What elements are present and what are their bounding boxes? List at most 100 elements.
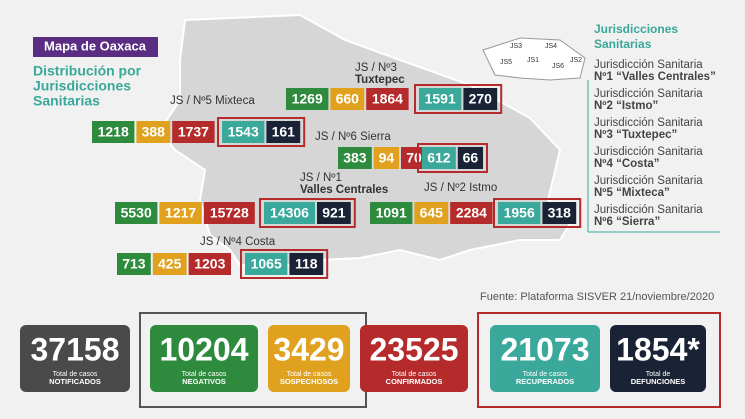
value-text: 15728	[210, 205, 249, 221]
total-box	[150, 325, 258, 392]
value-cell	[172, 121, 215, 143]
legend-item: Jurisdicción Sanitaria	[594, 204, 703, 216]
value-cell	[370, 202, 413, 224]
legend-item: Nº1 “Valles Centrales”	[594, 71, 716, 83]
value-cell	[317, 202, 351, 224]
value-cell	[266, 121, 301, 143]
value-cell	[330, 88, 365, 110]
legend-item: Jurisdicción Sanitaria	[594, 59, 703, 71]
value-text: 1218	[98, 124, 129, 140]
total-label: SOSPECHOSOS	[280, 377, 338, 386]
inset-label: JS4	[545, 43, 557, 50]
total-caption: Total de casos	[287, 371, 332, 378]
value-text: 1217	[165, 205, 196, 221]
legend-item: Jurisdicción Sanitaria	[594, 146, 703, 158]
value-cell	[245, 253, 288, 275]
legend-item: Nº3 “Tuxtepec”	[594, 129, 677, 141]
value-text: 2284	[456, 205, 487, 221]
value-text: 1737	[178, 124, 209, 140]
legend-item: Nº5 “Mixteca”	[594, 187, 670, 199]
subtitle: Sanitarias	[33, 93, 100, 109]
value-cell	[203, 202, 255, 224]
value-cell	[136, 121, 171, 143]
region-label: JS / Nº2 Istmo	[424, 182, 497, 194]
total-caption: Total de casos	[523, 371, 568, 378]
value-text: 1269	[292, 91, 323, 107]
region-label: Tuxtepec	[355, 74, 405, 86]
value-cell	[159, 202, 202, 224]
value-cell	[338, 147, 372, 169]
value-cell	[115, 202, 158, 224]
total-box	[360, 325, 468, 392]
value-text: 713	[122, 256, 146, 272]
value-text: 1091	[376, 205, 407, 221]
value-text: 388	[142, 124, 166, 140]
total-caption: Total de casos	[392, 371, 437, 378]
legend-item: Jurisdicción Sanitaria	[594, 175, 703, 187]
region-label: JS / Nº1	[300, 172, 342, 184]
value-cell	[498, 202, 541, 224]
value-cell	[373, 147, 399, 169]
value-text: 161	[272, 124, 296, 140]
total-value: 23525	[370, 331, 459, 367]
highlight-frame	[240, 249, 329, 279]
value-text: 383	[343, 150, 367, 166]
inset-label: JS6	[552, 63, 564, 70]
total-label: NEGATIVOS	[182, 377, 226, 386]
total-value: 21073	[501, 331, 590, 367]
highlight-frame	[414, 84, 503, 114]
total-label: CONFIRMADOS	[386, 377, 443, 386]
legend-title: Sanitarias	[594, 37, 652, 51]
value-text: 921	[322, 205, 346, 221]
total-value: 3429	[273, 331, 344, 367]
total-caption: Total de casos	[53, 371, 98, 378]
value-cell	[414, 202, 449, 224]
value-text: 1203	[194, 256, 225, 272]
value-cell	[422, 147, 456, 169]
subtitle: Distribución por	[33, 63, 142, 79]
inset-label: JS1	[527, 57, 539, 64]
value-text: 66	[463, 150, 479, 166]
legend-item: Jurisdicción Sanitaria	[594, 117, 703, 129]
value-text: 270	[469, 91, 493, 107]
region-label: JS / Nº6 Sierra	[315, 131, 391, 143]
value-text: 5530	[121, 205, 152, 221]
region-label: JS / Nº3	[355, 62, 397, 74]
total-value: 1854*	[616, 331, 700, 367]
total-value: 10204	[160, 331, 249, 367]
total-label: DEFUNCIONES	[631, 377, 686, 386]
subtitle: Jurisdicciones	[33, 78, 131, 94]
source: Fuente: Plataforma SISVER 21/noviembre/2…	[480, 291, 714, 303]
title: Mapa de Oaxaca	[44, 38, 147, 53]
total-box	[268, 325, 350, 392]
value-cell	[289, 253, 324, 275]
inset-label: JS5	[500, 59, 512, 66]
value-cell	[450, 202, 493, 224]
total-value: 37158	[31, 331, 120, 367]
value-text: 425	[158, 256, 182, 272]
value-text: 118	[295, 256, 318, 272]
highlight-frame	[417, 143, 488, 173]
highlight-frame	[493, 198, 582, 228]
inset-map	[482, 37, 586, 81]
total-box	[490, 325, 600, 392]
value-cell	[92, 121, 135, 143]
group-frame	[477, 312, 721, 408]
value-text: 1956	[504, 205, 535, 221]
total-caption: Total de	[646, 371, 671, 378]
value-cell	[152, 253, 187, 275]
total-label: NOTIFICADOS	[49, 377, 101, 386]
legend-item: Nº2 “Istmo”	[594, 100, 658, 112]
value-text: 660	[336, 91, 360, 107]
value-cell	[117, 253, 151, 275]
inset-label: JS2	[570, 57, 582, 64]
inset-shape	[482, 37, 586, 81]
value-cell	[286, 88, 329, 110]
total-box	[20, 325, 130, 392]
legend-item: Nº4 “Costa”	[594, 158, 660, 170]
value-text: 612	[427, 150, 451, 166]
value-cell	[366, 88, 409, 110]
total-caption: Total de casos	[182, 371, 227, 378]
value-text: 645	[420, 205, 444, 221]
